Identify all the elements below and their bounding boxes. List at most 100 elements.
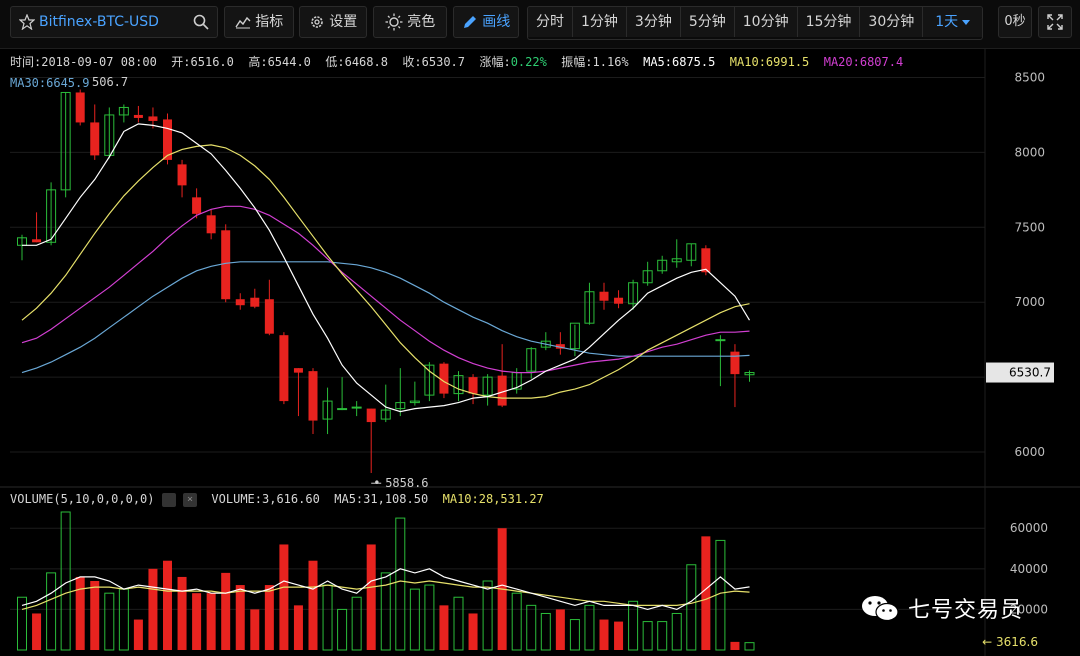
indicators-button[interactable]: 指标	[224, 6, 294, 38]
volume-last-label: ← 3616.6	[982, 635, 1038, 649]
candle-body-down	[235, 299, 245, 306]
price-tick-label: 7500	[1014, 220, 1045, 234]
low-annotation: 5858.6	[385, 476, 428, 490]
volume-bar-down	[468, 613, 478, 650]
candle-body-up	[424, 364, 435, 396]
volume-close-icon[interactable]: ×	[182, 492, 197, 507]
price-tick-label: 8000	[1014, 145, 1045, 159]
candle-body-down	[701, 248, 711, 273]
volume-bar-up	[642, 621, 653, 651]
candle-body-up	[118, 106, 129, 116]
theme-toggle-button[interactable]: 亮色	[373, 6, 447, 38]
candle-body-up	[540, 340, 551, 348]
candle-body-up	[642, 270, 653, 284]
volume-bar-down	[192, 593, 202, 650]
volume-bar-up	[482, 580, 493, 651]
volume-bar-up	[395, 517, 406, 651]
candle-body-down	[148, 116, 158, 121]
timeframe-option[interactable]: 5分钟	[680, 7, 735, 37]
last-price-tag	[986, 362, 1054, 383]
volume-info-bar: VOLUME(5,10,0,0,0,0) × VOLUME:3,616.60 M…	[10, 492, 544, 507]
amplitude-label: 振幅:	[561, 55, 593, 69]
candle-body-down	[32, 239, 42, 243]
volume-bar-down	[90, 581, 100, 650]
watermark: 七号交易员	[860, 592, 1023, 624]
candle-body-down	[163, 119, 172, 160]
close-value: 6530.7	[421, 55, 466, 69]
timeframe-option[interactable]: 3分钟	[626, 7, 681, 37]
volume-bar-down	[439, 605, 449, 650]
change-label: 涨幅:	[479, 55, 511, 69]
timeframe-option[interactable]: 1天	[923, 7, 983, 37]
ma5-line	[22, 123, 751, 413]
volume-bar-up	[351, 596, 362, 651]
volume-bar-down	[279, 544, 289, 650]
close-label: 收:	[402, 55, 422, 69]
volume-ma10-value: MA10:28,531.27	[442, 492, 544, 506]
timeframe-option[interactable]: 30分钟	[860, 7, 924, 37]
volume-bar-down	[177, 576, 187, 650]
fullscreen-button[interactable]	[1038, 6, 1072, 38]
timeframe-option[interactable]: 分时	[528, 7, 573, 37]
draw-line-button[interactable]: 画线	[453, 6, 519, 38]
volume-bar-up	[540, 612, 551, 651]
timeframe-option[interactable]: 10分钟	[734, 7, 798, 37]
settings-button[interactable]: 设置	[299, 6, 367, 38]
ma30-info: MA30:6645.9	[10, 76, 89, 90]
search-icon[interactable]	[193, 14, 209, 30]
candle-body-up	[671, 258, 682, 263]
candle-body-down	[133, 114, 143, 118]
time-label: 时间:	[10, 55, 42, 69]
volume-tick-label: 20000	[1010, 602, 1048, 616]
volume-settings-icon[interactable]	[161, 492, 176, 507]
volume-ma5-value: MA5:31,108.50	[334, 492, 429, 506]
open-value: 6516.0	[190, 55, 234, 69]
indicator-chart-icon	[235, 16, 251, 29]
last-price-label: 6530.7	[1009, 366, 1051, 380]
volume-bar-up	[584, 604, 595, 651]
volume-bar-down	[221, 572, 231, 650]
open-label: 开:	[171, 55, 191, 69]
candle-body-down	[221, 230, 231, 300]
change-value: 0.22%	[510, 55, 547, 69]
low-label: 低:	[325, 55, 345, 69]
timeframe-option[interactable]: 15分钟	[797, 7, 861, 37]
price-tick-label: 8500	[1014, 70, 1045, 84]
volume-title: VOLUME(5,10,0,0,0,0)	[10, 492, 155, 506]
candle-body-down	[90, 122, 100, 156]
indicators-label: 指标	[255, 14, 284, 30]
volume-ma10-line	[21, 580, 750, 610]
volume-ma5-line	[21, 568, 750, 611]
volume-bar-up	[380, 572, 391, 651]
price-tick-label: 7000	[1014, 295, 1045, 309]
volume-bar-up	[744, 642, 755, 651]
candle-body-down	[177, 164, 187, 186]
volume-bar-down	[293, 605, 303, 650]
chevron-down-icon	[962, 19, 971, 25]
volume-bar-down	[206, 593, 216, 650]
symbol-search-box[interactable]: Bitfinex-BTC-USD	[10, 6, 218, 38]
volume-bar-up	[104, 592, 115, 651]
volume-bar-up	[322, 584, 333, 651]
star-icon[interactable]	[18, 13, 36, 31]
timeframe-option[interactable]: 1分钟	[573, 7, 627, 37]
high-value: 6544.0	[267, 55, 311, 69]
low-value: 6468.8	[344, 55, 388, 69]
top-toolbar: Bitfinex-BTC-USD 指标 设置 亮色 画线 分时 1分钟 3分钟 5分钟…	[0, 0, 1080, 49]
wechat-icon	[862, 596, 899, 622]
candle-body-up	[60, 91, 71, 191]
candle-body-down	[264, 299, 274, 334]
ma30-line	[21, 261, 750, 374]
candle-body-down	[75, 92, 85, 123]
candle-body-down	[206, 215, 216, 234]
volume-bar-down	[75, 576, 85, 650]
candle-body-down	[192, 197, 202, 214]
candle-body-up	[351, 406, 362, 409]
volume-bar-down	[730, 641, 740, 650]
ma10-value: MA10:6991.5	[729, 55, 810, 69]
candle-body-down	[599, 291, 609, 301]
countdown-timer: 0秒	[998, 6, 1032, 38]
volume-bar-down	[701, 536, 711, 650]
high-annotation: 506.7	[92, 75, 128, 89]
